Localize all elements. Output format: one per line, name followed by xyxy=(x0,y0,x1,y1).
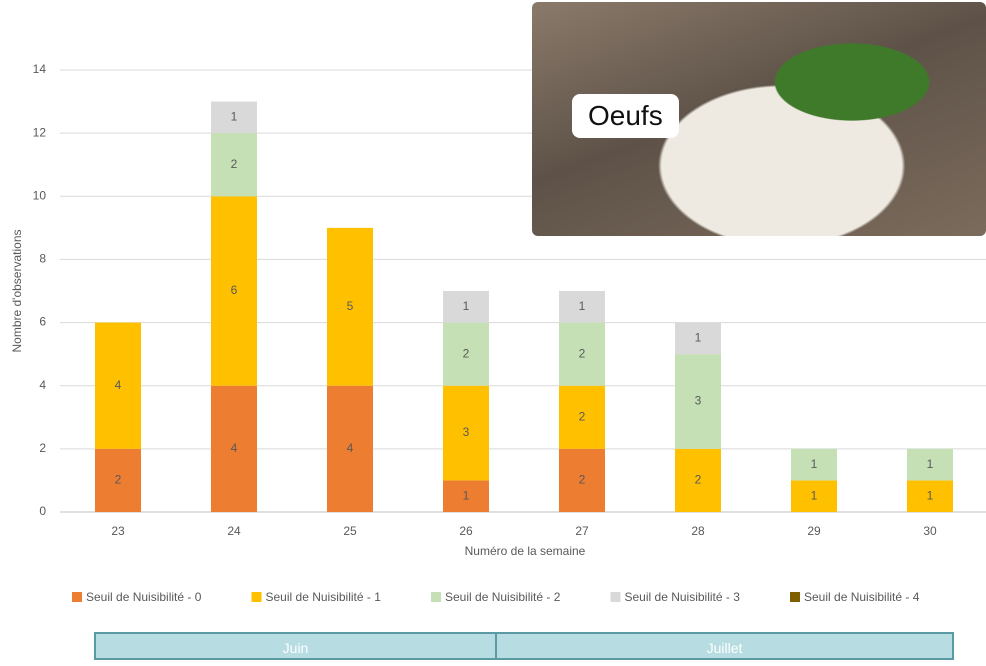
data-label: 1 xyxy=(463,488,470,502)
data-label: 4 xyxy=(347,441,354,455)
bar-segment xyxy=(559,448,605,512)
data-label: 1 xyxy=(579,299,586,313)
bar-segment xyxy=(95,322,141,449)
y-tick-label: 2 xyxy=(39,441,46,455)
bar-segment xyxy=(907,480,953,512)
bar-segment xyxy=(211,385,257,512)
bar-segment xyxy=(327,227,373,386)
data-label: 2 xyxy=(579,409,586,423)
data-label: 2 xyxy=(231,157,238,171)
data-label: 1 xyxy=(927,457,934,471)
x-axis-title: Numéro de la semaine xyxy=(465,544,586,558)
bar-segment xyxy=(443,385,489,481)
x-tick-label: 23 xyxy=(111,524,125,538)
bar-segment xyxy=(443,322,489,386)
bar-segment xyxy=(211,133,257,197)
legend-label: Seuil de Nuisibilité - 4 xyxy=(804,590,920,604)
bar-segment xyxy=(211,101,257,134)
legend-label: Seuil de Nuisibilité - 0 xyxy=(86,590,202,604)
data-label: 2 xyxy=(579,473,586,487)
data-label: 1 xyxy=(231,110,238,124)
bar-segment xyxy=(443,480,489,512)
bar-segment xyxy=(791,448,837,481)
bar-segment xyxy=(211,196,257,386)
x-tick-label: 30 xyxy=(923,524,937,538)
data-label: 2 xyxy=(695,473,702,487)
x-tick-label: 27 xyxy=(575,524,589,538)
month-band: Juin xyxy=(94,632,497,660)
x-tick-label: 25 xyxy=(343,524,357,538)
data-label: 3 xyxy=(695,394,702,408)
x-tick-label: 26 xyxy=(459,524,473,538)
photo: Oeufs xyxy=(532,2,986,236)
bar-segment xyxy=(559,322,605,386)
y-tick-label: 6 xyxy=(39,315,46,329)
legend-swatch xyxy=(72,592,82,602)
data-label: 2 xyxy=(115,473,122,487)
x-tick-label: 24 xyxy=(227,524,241,538)
y-axis-title: Nombre d'observations xyxy=(10,229,24,352)
legend-swatch xyxy=(431,592,441,602)
month-band: Juillet xyxy=(495,632,954,660)
x-tick-label: 28 xyxy=(691,524,705,538)
data-label: 4 xyxy=(115,378,122,392)
legend-swatch xyxy=(790,592,800,602)
data-label: 1 xyxy=(695,331,702,345)
legend-swatch xyxy=(251,592,262,602)
data-label: 1 xyxy=(811,488,818,502)
data-label: 6 xyxy=(231,283,238,297)
bar-segment xyxy=(675,322,721,355)
y-tick-label: 0 xyxy=(39,504,46,518)
legend-label: Seuil de Nuisibilité - 2 xyxy=(445,590,561,604)
bar-segment xyxy=(327,385,373,512)
y-tick-label: 14 xyxy=(33,62,47,76)
data-label: 2 xyxy=(463,346,470,360)
y-tick-label: 4 xyxy=(39,378,46,392)
data-label: 4 xyxy=(231,441,238,455)
bar-segment xyxy=(675,354,721,449)
legend-swatch xyxy=(610,592,621,602)
bar-segment xyxy=(675,448,721,512)
bar-segment xyxy=(907,448,953,481)
y-tick-label: 12 xyxy=(33,125,47,139)
legend-label: Seuil de Nuisibilité - 3 xyxy=(625,590,741,604)
data-label: 3 xyxy=(463,425,470,439)
y-tick-label: 8 xyxy=(39,252,46,266)
legend-label: Seuil de Nuisibilité - 1 xyxy=(266,590,382,604)
x-tick-label: 29 xyxy=(807,524,821,538)
data-label: 2 xyxy=(579,346,586,360)
photo-label: Oeufs xyxy=(572,94,679,138)
data-label: 5 xyxy=(347,299,354,313)
bar-segment xyxy=(559,291,605,323)
data-label: 1 xyxy=(463,299,470,313)
data-label: 1 xyxy=(811,457,818,471)
bar-segment xyxy=(791,480,837,512)
bar-segment xyxy=(559,385,605,449)
bar-segment xyxy=(443,291,489,323)
leaf xyxy=(772,22,972,142)
data-label: 1 xyxy=(927,488,934,502)
bar-segment xyxy=(95,448,141,512)
y-tick-label: 10 xyxy=(33,188,47,202)
